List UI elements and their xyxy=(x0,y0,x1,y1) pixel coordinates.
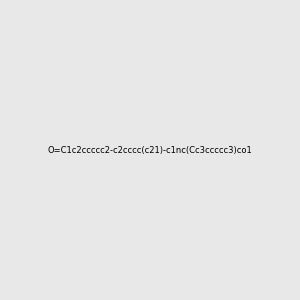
Text: O=C1c2ccccc2-c2cccc(c21)-c1nc(Cc3ccccc3)co1: O=C1c2ccccc2-c2cccc(c21)-c1nc(Cc3ccccc3)… xyxy=(48,146,252,154)
